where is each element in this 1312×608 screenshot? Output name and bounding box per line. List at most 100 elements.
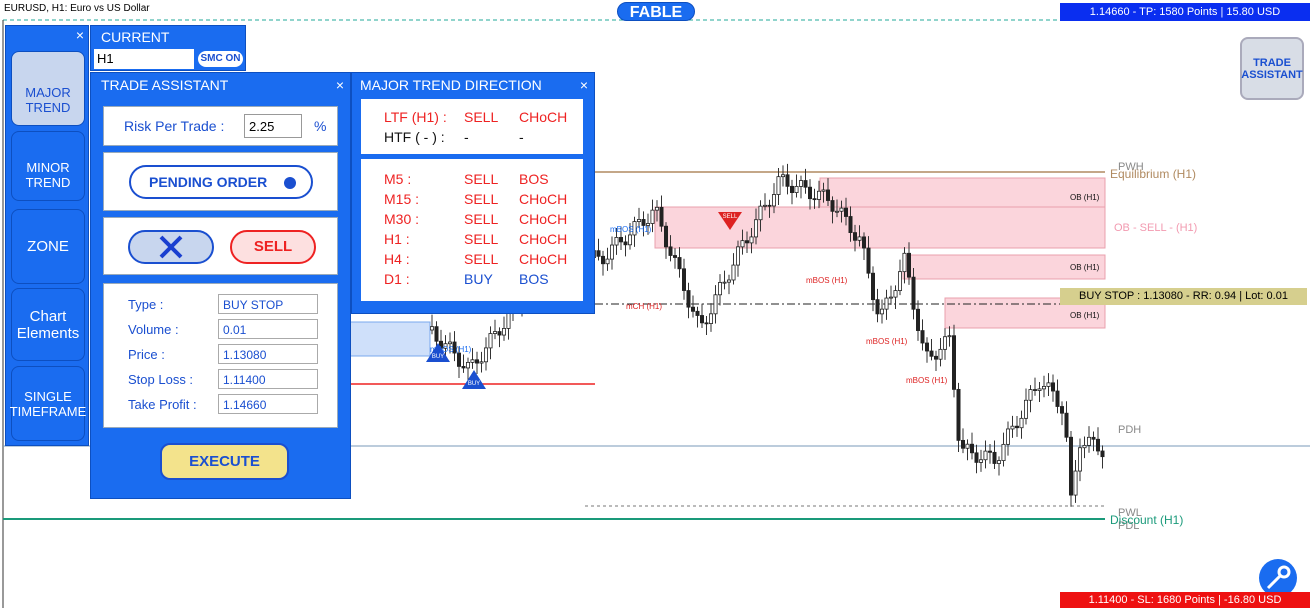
candle-body (884, 297, 889, 310)
candle-body (979, 459, 984, 463)
candle-body (893, 290, 898, 298)
candle-body (817, 190, 822, 200)
single-timeframe-button[interactable]: SINGLE TIMEFRAME (10, 366, 86, 441)
zone-button[interactable]: ZONE (11, 209, 85, 284)
candle-body (839, 207, 844, 212)
buy-marker (426, 343, 450, 362)
mbos-label: mBOS (H1) (610, 225, 652, 234)
candle-body (1082, 444, 1087, 449)
panel-title: TRADE ASSISTANT (101, 77, 229, 93)
sell-marker-label: SELL (723, 214, 738, 220)
candle-body (1028, 389, 1033, 401)
field-value[interactable]: 1.14660 (218, 394, 318, 414)
candle-body (997, 460, 1002, 464)
candle-body (812, 198, 817, 201)
close-button[interactable]: × (75, 27, 84, 43)
candle-body (749, 236, 754, 244)
direction: SELL (464, 109, 499, 125)
sell-marker (718, 212, 742, 230)
candle-body (1051, 382, 1056, 392)
candle-body (474, 359, 479, 364)
candle-body (443, 343, 448, 349)
candle-body (862, 236, 867, 249)
candle-body (650, 209, 655, 224)
smc-toggle[interactable]: SMC ON (198, 51, 243, 67)
direction: BUY (464, 271, 493, 287)
execute-button[interactable]: EXECUTE (160, 443, 289, 480)
direction: SELL (464, 191, 499, 207)
close-button[interactable]: × (579, 77, 588, 93)
field-value[interactable]: 1.11400 (218, 369, 318, 389)
structure: CHoCH (519, 191, 568, 207)
candle-body (911, 276, 916, 310)
sidebar: × MAJOR TREND MINOR TREND ZONE Chart Ele… (5, 25, 89, 446)
candle-body (501, 328, 506, 336)
timeframe-trend-box: M5 : SELL BOS M15 : SELL CHoCH M30 : SELL CHoCH H… (361, 159, 583, 301)
candle-body (857, 236, 862, 241)
close-button[interactable]: × (335, 77, 344, 93)
candle-body (875, 299, 880, 315)
timeframe-label: LTF (H1) : (384, 109, 447, 125)
pending-order-button[interactable]: PENDING ORDER (129, 165, 313, 199)
minor-trend-button[interactable]: MINOR TREND (11, 131, 85, 201)
candle-body (677, 257, 682, 270)
candle-body (1046, 382, 1051, 387)
buy-stop-label: BUY STOP : 1.13080 - RR: 0.94 | Lot: 0.0… (1060, 288, 1307, 305)
candle-body (1078, 447, 1083, 472)
trade-assistant-button[interactable]: TRADE ASSISTANT (1240, 37, 1304, 100)
candle-body (871, 272, 876, 301)
field-value[interactable]: 0.01 (218, 319, 318, 339)
ob-label: OB (H1) (1070, 311, 1100, 320)
candle-body (605, 258, 610, 265)
candle-body (961, 439, 966, 449)
candle-body (668, 246, 673, 256)
candle-body (637, 219, 642, 222)
candle-body (1100, 450, 1105, 458)
candle-body (722, 281, 727, 284)
candle-body (700, 315, 705, 324)
candle-body (641, 219, 646, 226)
candle-body (848, 216, 853, 233)
candle-body (614, 237, 619, 246)
direction: SELL (464, 231, 499, 247)
symbol-title: EURUSD, H1: Euro vs US Dollar (4, 3, 150, 14)
candle-body (943, 336, 948, 350)
candle-body (686, 290, 691, 308)
candle-body (691, 306, 696, 312)
major-trend-button[interactable]: MAJOR TREND (11, 51, 85, 126)
sell-button[interactable]: SELL (230, 230, 316, 264)
candle-body (803, 180, 808, 188)
candle-body (898, 271, 903, 291)
direction: SELL (464, 251, 499, 267)
field-value[interactable]: 1.13080 (218, 344, 318, 364)
timeframe-label: HTF ( - ) : (384, 129, 445, 145)
candle-body (767, 204, 772, 207)
field-label: Price : (128, 347, 165, 362)
direction: SELL (464, 171, 499, 187)
pending-dot (284, 177, 296, 189)
candle-body (1024, 399, 1029, 419)
candle-body (776, 176, 781, 195)
timeframe-label: H4 : (384, 251, 410, 267)
pwh-label: PWH (1118, 161, 1144, 173)
candle-body (853, 232, 858, 241)
candle-body (610, 244, 615, 260)
candle-body (866, 247, 871, 274)
ob-label: OB (H1) (1070, 263, 1100, 272)
field-value[interactable]: BUY STOP (218, 294, 318, 314)
ob-zone (819, 177, 1106, 208)
candle-body (718, 282, 723, 296)
timeframe-select[interactable]: H1 (94, 49, 194, 69)
candle-body (758, 205, 763, 221)
timeframe-label: M15 : (384, 191, 420, 207)
candle-body (934, 355, 939, 360)
ob-zone (902, 254, 1106, 280)
candle-body (925, 342, 930, 352)
cancel-button[interactable] (128, 230, 214, 264)
field-label: Take Profit : (128, 397, 197, 412)
chart-elements-button[interactable]: Chart Elements (11, 288, 85, 361)
candle-body (1055, 390, 1060, 407)
candle-body (983, 450, 988, 461)
risk-input[interactable]: 2.25 (244, 114, 302, 138)
candle-body (1001, 443, 1006, 462)
